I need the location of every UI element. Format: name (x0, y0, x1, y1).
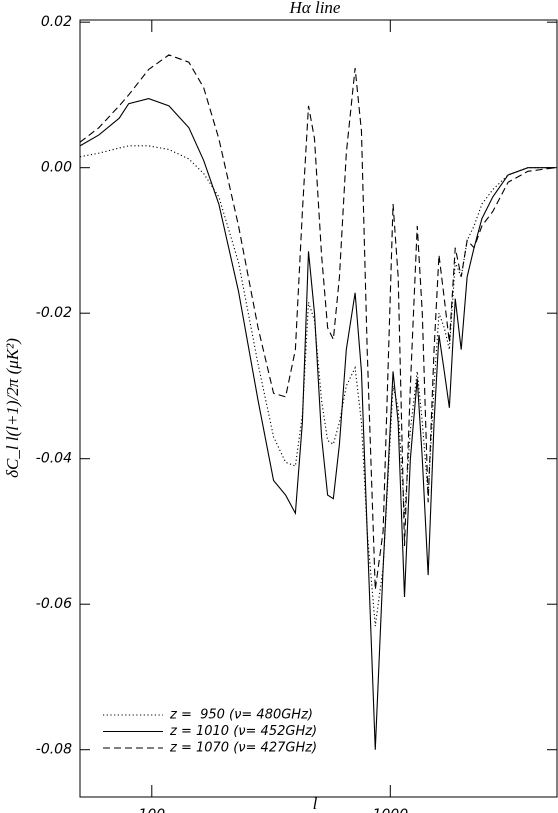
data-line (79, 145, 555, 627)
y-tick-label: -0.02 (36, 305, 72, 321)
y-axis-label: δC_l l(l+1)/2π (μK²) (3, 338, 22, 478)
y-tick-label: -0.08 (36, 742, 72, 758)
plot-frame (79, 19, 558, 798)
x-tick-label: 1000 (372, 807, 408, 813)
y-tick-label: 0.00 (41, 160, 72, 176)
data-line (79, 54, 555, 590)
legend-label: z = 1070 (ν= 427GHz) (169, 741, 317, 756)
legend-label: z = 1010 (ν= 452GHz) (169, 724, 317, 739)
data-line (79, 97, 555, 750)
chart-title: Hα line (289, 0, 341, 17)
x-tick-label: 100 (138, 807, 165, 813)
y-tick-label: 0.02 (41, 14, 72, 30)
x-axis-label: l (313, 794, 318, 813)
legend-label: z = 950 (ν= 480GHz) (169, 708, 313, 723)
y-tick-label: -0.04 (36, 451, 72, 467)
y-tick-label: -0.06 (36, 596, 72, 612)
